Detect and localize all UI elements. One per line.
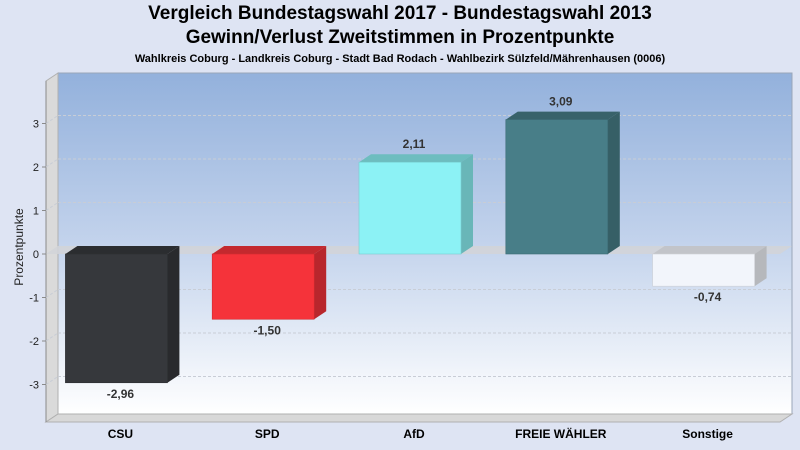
data-label: -2,96: [107, 387, 135, 401]
bars: -2,96 -1,50 2,11 3,09 -0,74: [65, 95, 767, 401]
y-axis-label: Prozentpunkte: [12, 208, 26, 286]
data-label: -0,74: [694, 290, 722, 304]
x-axis: CSU SPD AfD FREIE WÄHLER Sonstige: [108, 426, 734, 441]
bar-side: [607, 111, 620, 255]
y-tick-label: 0: [33, 249, 39, 261]
bar-side: [314, 246, 327, 320]
bar-freie-wähler: [505, 111, 620, 255]
bar-top: [65, 246, 180, 254]
bar-side: [461, 154, 473, 254]
y-tick-label: -2: [29, 336, 39, 348]
data-label: 2,11: [403, 137, 426, 151]
floor: [44, 413, 794, 423]
gridline-side: [45, 202, 59, 211]
bar-csu: [65, 246, 180, 384]
chart-subsubtitle: Wahlkreis Coburg - Landkreis Coburg - St…: [134, 53, 666, 65]
y-axis: 3 2 1 0 -1 -2 -3: [29, 119, 46, 392]
y-tick-label: 1: [33, 206, 39, 218]
y-tick-label: 2: [33, 162, 39, 174]
x-tick-label: SPD: [255, 427, 280, 441]
y-tick-label: 3: [33, 119, 39, 131]
bar-front: [652, 253, 755, 287]
bar-sonstige: [652, 246, 767, 287]
x-tick-label: CSU: [108, 427, 133, 441]
gridline-side: [45, 289, 59, 298]
y-tick-label: -3: [29, 380, 39, 392]
bar-top: [212, 246, 327, 254]
x-tick-label: AfD: [403, 427, 425, 441]
x-tick-label: Sonstige: [682, 427, 733, 441]
bar-top: [505, 111, 620, 120]
chart-title: Vergleich Bundestagswahl 2017 - Bundesta…: [148, 3, 652, 24]
gridline-side: [45, 158, 59, 168]
gridline-side: [45, 332, 59, 342]
gridline-side: [45, 115, 59, 124]
data-label: 3,09: [549, 95, 573, 109]
bar-front: [358, 161, 462, 255]
bar-side: [167, 246, 180, 383]
bar-top: [652, 246, 767, 254]
chart-subtitle: Gewinn/Verlust Zweitstimmen in Prozentpu…: [185, 27, 615, 48]
bar-front: [211, 253, 315, 320]
x-tick-label: FREIE WÄHLER: [515, 426, 607, 441]
y-tick-label: -1: [29, 293, 39, 305]
bar-top: [359, 154, 473, 163]
bar-front: [505, 119, 609, 255]
bar-front: [65, 253, 168, 384]
bar-afd: [358, 154, 473, 255]
gridline-side: [45, 376, 59, 385]
data-label: -1,50: [254, 323, 282, 337]
bar-side: [754, 246, 767, 287]
bar-spd: [211, 246, 327, 320]
